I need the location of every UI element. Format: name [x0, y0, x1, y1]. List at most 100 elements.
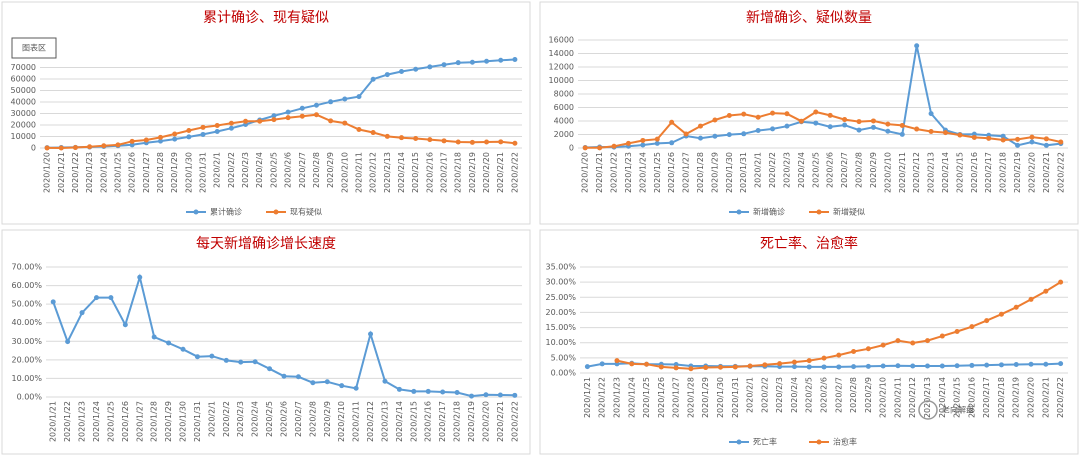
data-point: [969, 362, 975, 368]
data-point: [954, 329, 960, 335]
data-point: [1013, 304, 1019, 310]
x-tick-label: 2020/1/25: [106, 401, 115, 442]
y-tick-label: 30.00%: [545, 278, 576, 287]
y-tick-label: 30.00%: [11, 337, 42, 346]
data-point: [984, 318, 990, 324]
data-point: [427, 137, 433, 143]
y-tick-label: 10000: [549, 76, 574, 85]
data-point: [870, 124, 876, 130]
x-tick-label: 2020/2/3: [775, 377, 784, 413]
data-point: [469, 393, 475, 399]
data-point: [669, 140, 675, 146]
data-point: [299, 113, 305, 119]
data-point: [512, 392, 518, 398]
data-point: [455, 60, 461, 66]
x-tick-label: 2020/1/22: [71, 152, 80, 193]
x-tick-label: 2020/1/21: [595, 152, 604, 193]
x-tick-label: 2020/2/2: [760, 377, 769, 413]
data-point: [777, 361, 783, 367]
y-tick-label: 10.00%: [545, 338, 576, 347]
x-tick-label: 2020/2/6: [826, 152, 835, 188]
data-point: [683, 131, 689, 137]
data-point: [957, 132, 963, 138]
data-point: [698, 123, 703, 129]
data-point: [87, 144, 93, 150]
y-tick-label: 20.00%: [545, 308, 576, 317]
panel: [539, 229, 1079, 455]
data-point: [512, 57, 518, 63]
x-tick-label: 2020/2/13: [383, 152, 392, 193]
data-point: [271, 117, 277, 123]
data-point: [324, 379, 330, 385]
data-point: [214, 123, 220, 129]
x-tick-label: 2020/2/20: [1027, 152, 1036, 193]
x-tick-label: 2020/2/16: [967, 377, 976, 418]
data-point: [928, 128, 934, 134]
data-point: [214, 128, 220, 134]
data-point: [836, 352, 842, 358]
x-tick-label: 2020/1/26: [128, 152, 137, 193]
x-tick-label: 2020/2/7: [834, 377, 843, 413]
data-point: [1029, 134, 1035, 140]
x-tick-label: 2020/2/4: [251, 401, 260, 437]
y-tick-label: 16000: [549, 36, 574, 45]
legend-marker: [273, 209, 279, 215]
data-point: [755, 114, 761, 120]
data-point: [798, 118, 804, 124]
data-point: [669, 119, 675, 125]
series-line: [585, 45, 1061, 149]
x-tick-label: 2020/2/14: [938, 377, 947, 418]
y-tick-label: 70000: [11, 63, 36, 72]
x-tick-label: 2020/2/18: [454, 152, 463, 193]
data-point: [851, 364, 857, 370]
x-tick-label: 2020/1/21: [57, 152, 66, 193]
x-tick-label: 2020/1/20: [581, 152, 590, 193]
x-tick-label: 2020/2/10: [340, 152, 349, 193]
x-tick-label: 2020/1/29: [164, 401, 173, 442]
data-point: [271, 113, 277, 119]
data-point: [741, 111, 747, 117]
x-tick-label: 2020/1/26: [121, 401, 130, 442]
y-tick-label: 20000: [11, 121, 36, 130]
data-point: [384, 133, 390, 139]
x-tick-label: 2020/2/12: [369, 152, 378, 193]
data-point: [885, 128, 891, 134]
data-point: [611, 143, 617, 149]
data-point: [1043, 142, 1049, 148]
x-tick-label: 2020/2/20: [1027, 377, 1036, 418]
data-point: [827, 124, 833, 130]
data-point: [342, 120, 348, 126]
data-point: [1043, 288, 1049, 294]
x-tick-label: 2020/2/16: [424, 401, 433, 442]
data-point: [411, 388, 417, 394]
data-point: [339, 383, 345, 389]
data-point: [512, 140, 518, 146]
legend-marker: [816, 209, 822, 215]
watermark-icon: [918, 400, 938, 420]
x-tick-label: 2020/1/30: [179, 401, 188, 442]
data-point: [827, 112, 833, 118]
data-point: [1058, 139, 1064, 145]
data-point: [784, 123, 790, 129]
x-tick-label: 2020/2/6: [280, 401, 289, 437]
y-tick-label: 40.00%: [11, 318, 42, 327]
x-tick-label: 2020/2/10: [337, 401, 346, 442]
x-tick-label: 2020/2/3: [236, 401, 245, 437]
data-point: [654, 136, 660, 142]
panel: [539, 1, 1079, 225]
x-tick-label: 2020/2/17: [982, 377, 991, 418]
x-tick-label: 2020/2/1: [754, 152, 763, 188]
x-tick-label: 2020/1/27: [682, 152, 691, 193]
tooltip: 图表区: [22, 43, 46, 53]
x-tick-label: 2020/2/19: [468, 152, 477, 193]
x-tick-label: 2020/1/23: [624, 152, 633, 193]
data-point: [172, 136, 178, 142]
data-point: [328, 118, 334, 124]
data-point: [498, 139, 504, 145]
data-point: [469, 139, 475, 145]
data-point: [741, 131, 747, 137]
x-tick-label: 2020/1/22: [63, 401, 72, 442]
x-tick-label: 2020/2/18: [453, 401, 462, 442]
data-point: [257, 118, 263, 124]
data-point: [370, 76, 376, 82]
